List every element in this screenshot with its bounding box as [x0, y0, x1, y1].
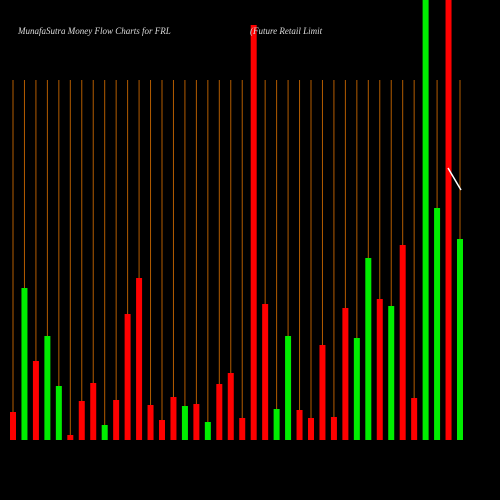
bar — [78, 401, 85, 440]
bar — [308, 418, 314, 440]
bar — [457, 239, 463, 440]
bar — [113, 400, 120, 440]
bar — [411, 398, 418, 440]
bar — [330, 417, 337, 440]
bar — [388, 306, 395, 440]
bar — [124, 314, 131, 440]
bar — [21, 288, 28, 440]
bar — [262, 304, 269, 440]
bar — [399, 245, 406, 440]
bar — [342, 308, 349, 440]
bar — [445, 0, 452, 440]
bar — [147, 405, 154, 440]
bar — [422, 0, 429, 440]
bar — [376, 299, 383, 440]
bar — [285, 336, 292, 440]
bar — [353, 338, 360, 440]
bar — [239, 418, 246, 440]
bar — [55, 386, 62, 440]
chart-title: MunafaSutra Money Flow Charts for FRL — [17, 26, 171, 36]
bar — [67, 435, 74, 440]
bar — [32, 361, 39, 440]
trend-stroke — [447, 167, 462, 191]
bar — [10, 412, 16, 440]
bar — [44, 336, 51, 440]
bar — [273, 409, 280, 440]
bar — [181, 406, 188, 440]
bar — [216, 384, 223, 440]
chart-subtitle: (Future Retail Limit — [250, 26, 323, 36]
bar — [101, 425, 108, 440]
bar — [170, 397, 177, 440]
bar — [250, 25, 257, 440]
bars — [10, 0, 463, 440]
bar — [296, 410, 303, 440]
bar — [365, 258, 372, 440]
bar — [90, 383, 97, 440]
bar — [159, 420, 165, 440]
bar — [319, 345, 326, 440]
bar — [227, 373, 234, 440]
bar — [434, 208, 441, 440]
bar — [193, 404, 200, 440]
bar — [204, 422, 211, 440]
bar — [136, 278, 143, 440]
